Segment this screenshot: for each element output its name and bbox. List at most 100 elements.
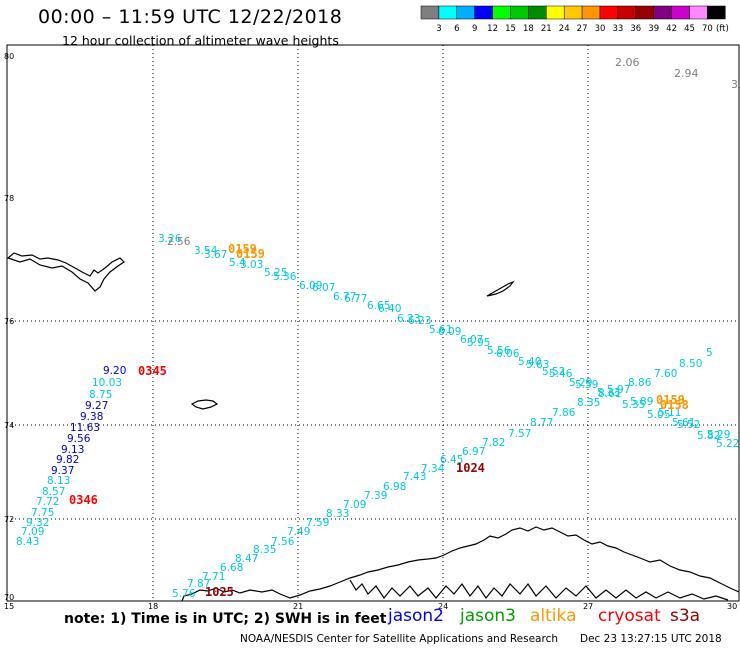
swh-value-label: 7.60 — [654, 368, 677, 380]
footer-timestamp: Dec 23 13:27:15 UTC 2018 — [580, 633, 722, 645]
swh-value-label: 6.98 — [383, 481, 406, 493]
swh-value-label: 8.13 — [47, 475, 70, 487]
swh-value-label: 7.57 — [508, 428, 531, 440]
satellite-name-altika: altika — [530, 606, 577, 626]
swh-value-label: 5.82 — [697, 430, 720, 442]
swh-value-label: 7.71 — [202, 571, 225, 583]
swh-value-grey: 2.94 — [674, 67, 699, 80]
swh-value-label: 6.07 — [460, 334, 483, 346]
swh-value-label: 6.07 — [312, 282, 335, 294]
swh-value-label: 8.77 — [530, 417, 553, 429]
lat-label-70: 70 — [4, 593, 14, 602]
swh-value-label: 6.65 — [367, 300, 390, 312]
swh-value-label: 6.77 — [344, 293, 367, 305]
lat-label-76: 76 — [4, 317, 14, 326]
swh-value-label: 6.09 — [438, 326, 461, 338]
swh-value-label: 9.56 — [67, 433, 91, 445]
swh-value-label: 5.29 — [707, 429, 730, 441]
legend-swatch — [707, 5, 726, 20]
swh-value-label: 5.22 — [716, 438, 739, 450]
legend-tick-label: 45 — [684, 24, 695, 34]
color-scale-legend: 3 6 9 12 15 18 21 24 27 30 33 36 39 42 45 70 (ft) — [420, 5, 729, 34]
swh-value-label: 8.61 — [598, 388, 621, 400]
swh-value-label: 6.40 — [378, 303, 401, 315]
legend-tick-label: 33 — [612, 24, 623, 34]
swh-value-label: 7.56 — [271, 536, 295, 548]
swh-value-label: 9.82 — [56, 454, 79, 466]
swh-value-label: 8.86 — [628, 377, 652, 389]
swh-value-label: 9.20 — [103, 365, 126, 377]
lon-label-15: 15 — [4, 602, 14, 611]
swh-value-label: 5 — [706, 347, 713, 359]
swh-value-label: 7.49 — [287, 526, 310, 538]
satellite-name-jason2: jason2 — [388, 606, 444, 626]
legend-tick-label: 12 — [487, 24, 498, 34]
swh-value-label: 5.76 — [172, 588, 196, 600]
legend-tick-label: 21 — [541, 24, 552, 34]
swh-value-label: 7.82 — [482, 437, 505, 449]
swh-value-label: 5.97 — [607, 384, 630, 396]
swh-value-label: 5.59 — [575, 379, 598, 391]
svalbard-coastline — [6, 252, 125, 292]
map-frame — [6, 44, 740, 602]
swh-value-label: 2.56 — [167, 236, 191, 248]
lat-label-80: 80 — [4, 52, 14, 61]
swh-value-label: 5.05 — [647, 409, 670, 421]
legend-tick-label: 27 — [577, 24, 588, 34]
legend-tick-label: 39 — [648, 24, 659, 34]
satellite-name-cryosat: cryosat — [598, 606, 661, 626]
bear-island-outline — [190, 399, 219, 410]
lat-label-74: 74 — [4, 421, 14, 430]
swh-value-label: 8.35 — [253, 544, 276, 556]
map-title: 00:00 – 11:59 UTC 12/22/2018 — [38, 6, 343, 28]
swh-value-label: 6.06 — [496, 348, 520, 360]
swh-value-grey: 2.06 — [615, 56, 640, 69]
lon-label-30: 30 — [727, 602, 737, 611]
swh-value-label: 7.72 — [36, 496, 59, 508]
swh-value-label: 5.61 — [429, 324, 452, 336]
swh-value-label: 5.35 — [622, 399, 645, 411]
swh-value-label: 3.26 — [158, 233, 182, 245]
swh-value-label: 9.27 — [85, 400, 108, 412]
swh-value-label: 8.35 — [577, 397, 600, 409]
lon-label-21: 21 — [293, 602, 303, 611]
swh-value-label: 5.11 — [658, 407, 681, 419]
swh-value-label: 5.36 — [273, 271, 297, 283]
swh-value-label: 5.4 — [229, 257, 246, 269]
satellite-name-s3a: s3a — [670, 606, 701, 626]
swh-value-label: 8.33 — [326, 508, 349, 520]
satellite-name-jason3: jason3 — [460, 606, 516, 626]
swh-value-label: 8.47 — [235, 553, 258, 565]
swh-value-label: 6.45 — [440, 454, 463, 466]
footer-credit: NOAA/NESDIS Center for Satellite Applica… — [240, 633, 558, 645]
legend-tick-label: 18 — [523, 24, 534, 34]
swh-value-label: 8.57 — [42, 486, 65, 498]
legend-tick-label: 9 — [472, 24, 477, 34]
swh-value-label: 6.77 — [333, 291, 356, 303]
swh-value-label: 5.95 — [467, 337, 490, 349]
legend-tick-label: 3 — [436, 24, 441, 34]
legend-tick-label: 6 — [454, 24, 459, 34]
swh-value-label: 5.63 — [526, 359, 549, 371]
lon-label-18: 18 — [148, 602, 158, 611]
swh-value-label: 5.29 — [569, 377, 592, 389]
swh-value-label: 7.86 — [552, 407, 576, 419]
swh-value-label: 9.37 — [51, 465, 74, 477]
swh-value-label: 8.75 — [89, 389, 112, 401]
swh-value-label: 6.23 — [397, 313, 420, 325]
norway-coastline — [181, 526, 740, 602]
time-label-0345: 0345 — [138, 364, 167, 378]
swh-value-label: 8.43 — [16, 536, 39, 548]
hopen-island-outline — [486, 280, 515, 297]
swh-value-label: 7.09 — [343, 499, 366, 511]
swh-value-label: 7.75 — [31, 507, 54, 519]
lat-label-72: 72 — [4, 515, 14, 524]
swh-value-label: 5.52 — [542, 366, 565, 378]
swh-value-label: 6.68 — [220, 562, 243, 574]
swh-value-label: 5.61 — [672, 417, 695, 429]
lon-label-27: 27 — [583, 602, 593, 611]
swh-value-label: 10.03 — [92, 377, 122, 389]
swh-value-label: 7.09 — [21, 526, 44, 538]
legend-tick-label: 42 — [666, 24, 677, 34]
swh-value-label: 6.97 — [462, 446, 485, 458]
